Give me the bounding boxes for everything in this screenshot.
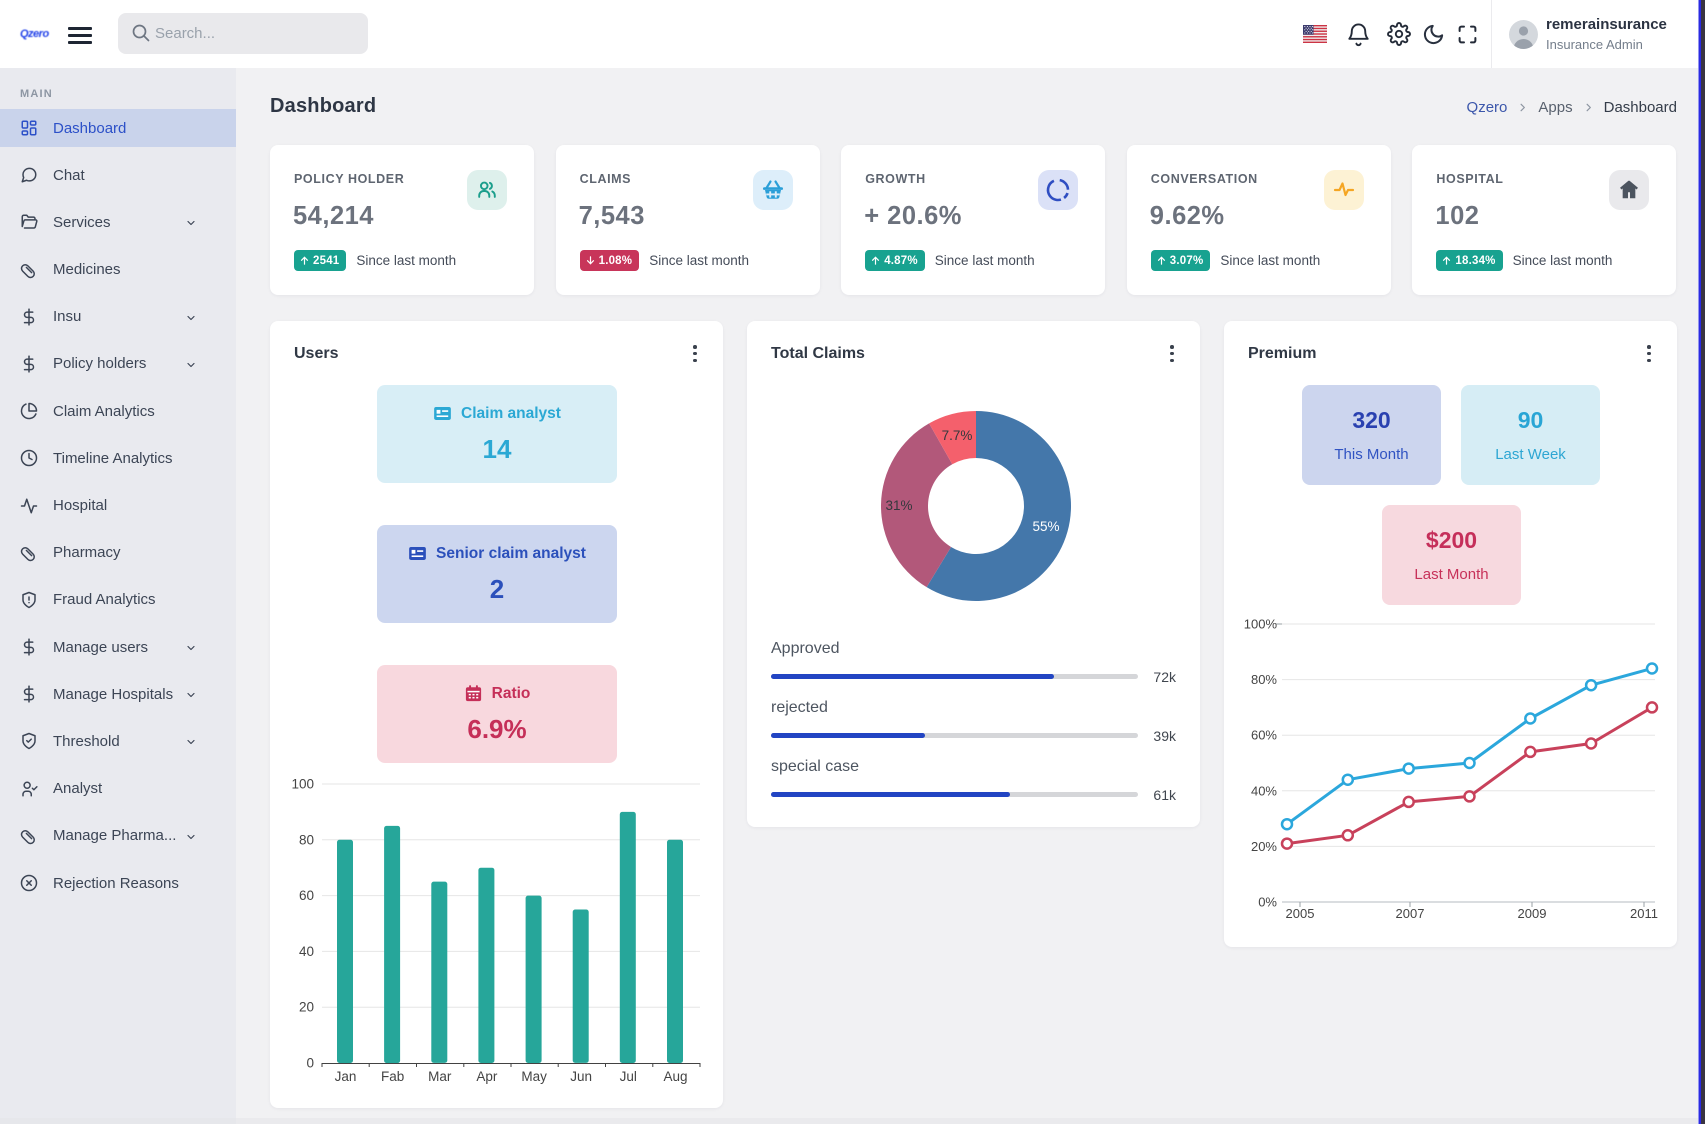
svg-text:80: 80 (299, 832, 314, 847)
svg-text:0: 0 (306, 1056, 314, 1071)
svg-text:60: 60 (299, 888, 314, 903)
svg-text:20: 20 (299, 1000, 314, 1015)
svg-text:Fab: Fab (381, 1069, 404, 1084)
svg-text:2005: 2005 (1286, 906, 1315, 921)
svg-text:0%: 0% (1258, 895, 1277, 910)
svg-text:Aug: Aug (663, 1069, 687, 1084)
svg-text:Jul: Jul (620, 1069, 637, 1084)
svg-text:Mar: Mar (428, 1069, 452, 1084)
svg-text:Jun: Jun (570, 1069, 592, 1084)
svg-text:Apr: Apr (476, 1069, 498, 1084)
svg-text:2007: 2007 (1396, 906, 1425, 921)
svg-text:7.7%: 7.7% (942, 428, 973, 443)
svg-text:31%: 31% (885, 498, 912, 513)
svg-text:2011: 2011 (1630, 906, 1658, 921)
svg-text:100%: 100% (1244, 617, 1278, 632)
svg-text:2009: 2009 (1518, 906, 1547, 921)
svg-text:Jan: Jan (335, 1069, 357, 1084)
svg-text:40: 40 (299, 944, 314, 959)
svg-text:55%: 55% (1032, 519, 1059, 534)
svg-text:40%: 40% (1251, 783, 1277, 798)
svg-text:80%: 80% (1251, 672, 1277, 687)
svg-text:60%: 60% (1251, 728, 1277, 743)
svg-text:May: May (521, 1069, 547, 1084)
svg-text:20%: 20% (1251, 839, 1277, 854)
svg-text:100: 100 (291, 777, 314, 792)
